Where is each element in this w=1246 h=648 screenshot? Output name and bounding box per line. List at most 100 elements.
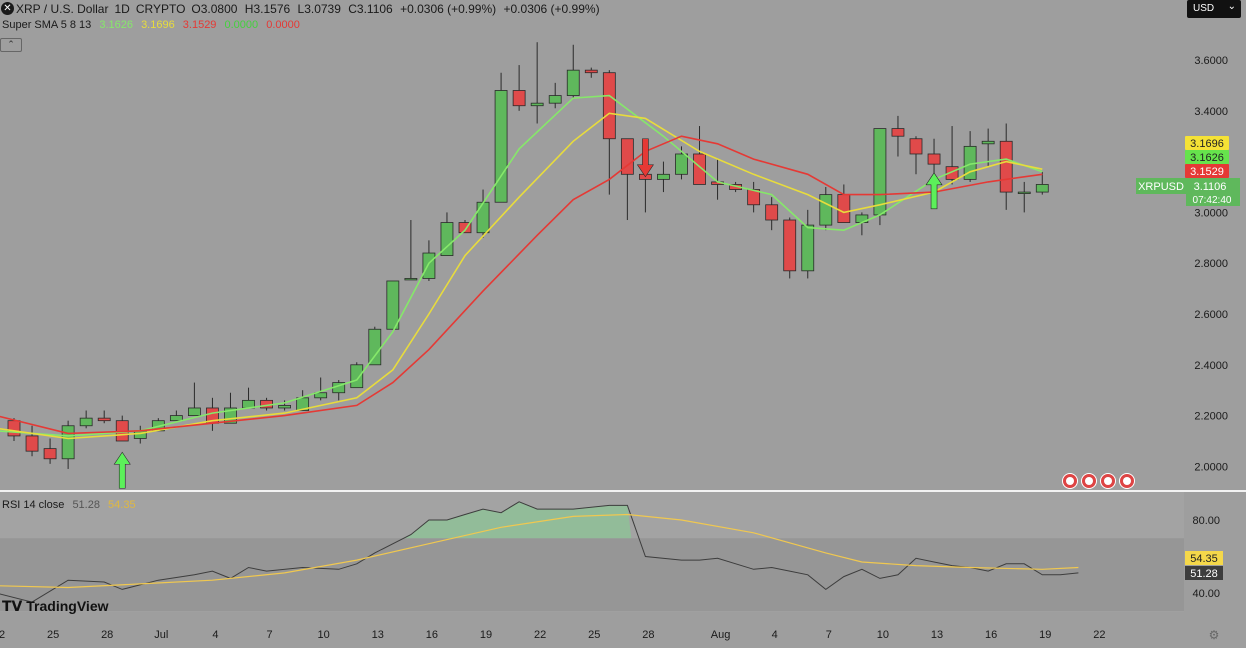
candle-body: [530, 102, 544, 107]
candle-body: [693, 153, 706, 185]
price-badge-bg: [1185, 164, 1229, 178]
candle: [620, 138, 634, 221]
time-axis-label: 22: [534, 629, 546, 641]
us-flag-icon[interactable]: [1081, 473, 1097, 489]
sma-value-5: 0.0000: [266, 19, 300, 31]
candle-body: [79, 417, 93, 427]
candle: [747, 181, 761, 213]
candle: [314, 377, 328, 401]
candle: [187, 382, 201, 417]
candle-body: [458, 222, 472, 234]
price-badge: 3.1696: [1185, 136, 1229, 150]
candle: [350, 362, 364, 389]
currency-selector[interactable]: USD ⌄: [1187, 0, 1241, 18]
market: CRYPTO: [135, 2, 186, 16]
price-axis-label: 2.6000: [1194, 309, 1228, 321]
candle: [169, 410, 183, 422]
time-axis-label: Jul: [154, 629, 168, 641]
candle: [206, 397, 219, 431]
candle: [1035, 171, 1049, 195]
candle: [927, 138, 941, 175]
rsi-legend[interactable]: RSI 14 close 51.28 54.35: [2, 499, 141, 511]
collapse-legend-button[interactable]: ⌃: [0, 38, 22, 52]
close-value: C3.1106: [348, 2, 393, 16]
candle-body: [675, 153, 688, 175]
price-badge: 3.1626: [1185, 150, 1229, 164]
current-price-text: 3.1106: [1194, 181, 1227, 193]
rsi-badge: 54.35: [1185, 551, 1223, 565]
candle-body: [999, 140, 1013, 193]
gear-icon[interactable]: ⚙: [1209, 628, 1220, 642]
candle-body: [7, 420, 21, 437]
candle: [440, 212, 454, 256]
candle-body: [512, 90, 526, 107]
candle: [873, 128, 887, 226]
countdown-text: 07:42:40: [1193, 195, 1232, 206]
candle-body: [404, 278, 418, 281]
sma-value-3: 3.1529: [182, 19, 217, 31]
close-icon[interactable]: ✕: [1, 2, 14, 15]
rsi-overbought-fill: [402, 501, 632, 539]
change-value: +0.0306 (+0.99%): [400, 2, 497, 16]
price-axis-label: 2.0000: [1194, 461, 1228, 473]
rsi-axis-label: 40.00: [1192, 588, 1220, 600]
rsi-badge: 51.28: [1185, 566, 1223, 580]
candle-body: [314, 392, 328, 399]
time-axis-label: 13: [372, 629, 384, 641]
rsi-ma-value: 54.35: [108, 499, 136, 511]
candle-body: [440, 222, 454, 256]
price-axis-label: 2.4000: [1194, 360, 1228, 372]
candle: [386, 280, 400, 330]
candle-body: [819, 194, 833, 226]
symbol-header: XRP / U.S. Dollar 1D CRYPTO O3.0800 H3.1…: [0, 0, 604, 18]
sma-name: Super SMA 5 8 13: [2, 19, 92, 31]
time-axis-label: 28: [101, 629, 113, 641]
candle-body: [909, 138, 923, 155]
price-badge-bg: [1185, 150, 1229, 164]
time-axis-label: Aug: [711, 629, 731, 641]
candle-body: [368, 328, 382, 366]
symbol-name[interactable]: XRP / U.S. Dollar: [16, 2, 109, 16]
candle: [368, 326, 382, 366]
tv-logo-icon: 𝗧𝗩: [2, 598, 23, 614]
candle-body: [422, 252, 436, 279]
candle-body: [43, 448, 57, 460]
candle: [278, 400, 292, 411]
time-axis-label: 25: [588, 629, 600, 641]
candle-body: [602, 72, 616, 140]
symbol-badge-bg: [1136, 178, 1186, 194]
candle-body: [783, 219, 797, 272]
sma-line-3: [0, 135, 1043, 435]
sma-legend[interactable]: Super SMA 5 8 13 3.1626 3.1696 3.1529 0.…: [2, 19, 305, 31]
events-markers[interactable]: [1062, 473, 1138, 489]
candle-body: [981, 140, 995, 145]
symbol-price-badge: XRPUSD 3.1106 07:42:40: [1136, 178, 1240, 206]
candle: [584, 67, 598, 78]
high-value: H3.1576: [244, 2, 291, 16]
price-axis-label: 3.4000: [1194, 106, 1228, 118]
interval[interactable]: 1D: [114, 2, 130, 16]
time-axis-label: 28: [642, 629, 654, 641]
us-flag-icon[interactable]: [1062, 473, 1078, 489]
sma-value-2: 3.1696: [141, 19, 175, 31]
candle: [296, 390, 310, 411]
time-axis-label: 10: [318, 629, 330, 641]
us-flag-icon[interactable]: [1100, 473, 1116, 489]
candle-body: [801, 224, 815, 272]
brand-name: TradingView: [26, 598, 109, 614]
buy-signal-arrow: [925, 172, 943, 210]
candle: [891, 115, 905, 157]
price-badge: 3.1529: [1185, 164, 1229, 178]
current-price-bg: [1186, 178, 1240, 206]
candle-body: [657, 173, 670, 180]
candle: [693, 126, 706, 185]
ohlc-values: O3.0800 H3.1576 L3.0739 C3.1106 +0.0306 …: [191, 2, 603, 16]
candle-body: [566, 69, 580, 96]
candle-body: [927, 153, 941, 165]
rsi-band: [0, 538, 1184, 612]
candle-body: [765, 204, 779, 221]
us-flag-icon[interactable]: [1119, 473, 1135, 489]
rsi-name: RSI 14 close: [2, 499, 65, 511]
price-axis-label: 2.8000: [1194, 258, 1228, 270]
